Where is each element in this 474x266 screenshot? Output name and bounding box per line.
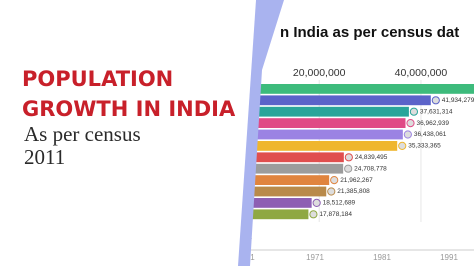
- heading-line: GROWTH IN INDIA: [22, 97, 236, 121]
- value-label: 36,962,939: [417, 120, 450, 127]
- bar: [248, 152, 344, 163]
- timeline-year: 1971: [306, 253, 324, 262]
- chart-title: n India as per census dat: [280, 24, 459, 41]
- value-label: 24,839,495: [355, 154, 388, 161]
- value-label: 36,438,061: [414, 131, 447, 138]
- value-label: 17,878,184: [319, 211, 352, 218]
- bar-icon: [327, 187, 336, 196]
- value-label: 21,385,808: [337, 188, 370, 195]
- bar: [248, 209, 309, 220]
- x-tick-label: 40,000,000: [395, 67, 448, 79]
- timeline-year: 1991: [440, 253, 458, 262]
- bar: [248, 198, 312, 208]
- value-label: 24,708,778: [354, 165, 387, 172]
- bar-icon: [309, 210, 318, 219]
- bar: [248, 163, 344, 174]
- heading-line: POPULATION: [22, 67, 173, 91]
- bar: [248, 95, 431, 106]
- value-label: 21,962,267: [340, 177, 373, 184]
- bar-icon: [398, 141, 407, 150]
- value-label: 41,934,279: [442, 97, 474, 104]
- subheading-line: As per census: [24, 122, 141, 146]
- bar-icon: [431, 96, 440, 105]
- bar: [248, 118, 406, 128]
- bar-icon: [406, 119, 415, 128]
- value-label: 35,333,365: [408, 143, 441, 150]
- chart: n India as per census dat 20,000,000 40,00…: [248, 24, 474, 222]
- subheading-line: 2011: [24, 145, 65, 169]
- x-tick-label: 20,000,000: [293, 67, 346, 79]
- bar: [248, 129, 403, 140]
- bar-icon: [409, 107, 419, 116]
- bar: [248, 186, 327, 197]
- bar: [248, 175, 330, 185]
- bar-icon: [344, 153, 353, 162]
- bar: [248, 84, 474, 94]
- left-panel: [0, 0, 256, 266]
- bar-icon: [344, 164, 353, 173]
- bar-icon: [312, 198, 321, 207]
- bar: [248, 106, 409, 117]
- timeline-year: 1981: [373, 253, 391, 262]
- bar-icon: [330, 176, 339, 185]
- bar-icon: [403, 130, 412, 139]
- value-label: 37,631,314: [420, 108, 453, 115]
- value-label: 18,512,689: [323, 200, 356, 207]
- bar: [248, 141, 398, 151]
